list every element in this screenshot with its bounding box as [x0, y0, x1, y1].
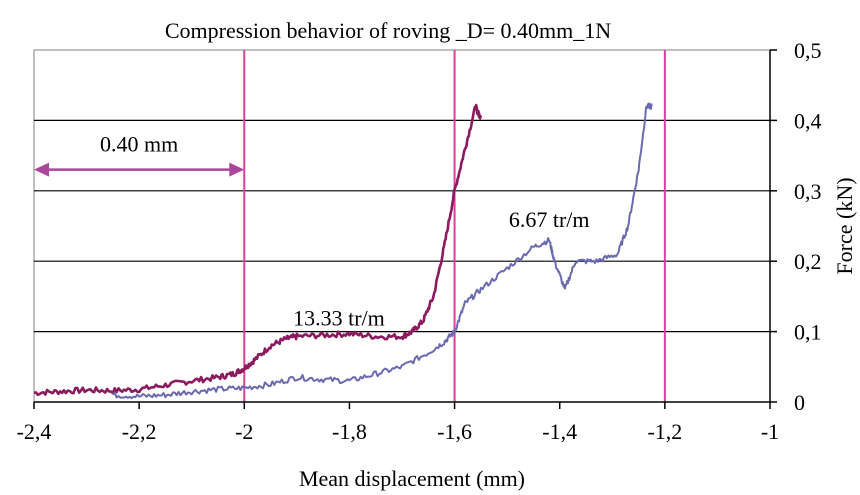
x-tick-label-4: -1,6	[437, 419, 472, 444]
annotation-13-33: 13.33 tr/m	[293, 306, 385, 331]
series-line-1	[112, 102, 653, 400]
x-axis-title: Mean displacement (mm)	[299, 466, 525, 491]
chart-title: Compression behavior of roving _D= 0.40m…	[165, 18, 611, 43]
series-layer	[33, 102, 653, 400]
annotations: 13.33 tr/m 6.67 tr/m 0.40 mm	[34, 132, 590, 331]
y-tick-label-0: 0	[794, 390, 805, 415]
x-tick-label-6: -1,2	[647, 419, 682, 444]
x-tick-label-7: -1	[761, 419, 779, 444]
x-tick-label-3: -1,8	[332, 419, 367, 444]
x-tick-label-1: -2,2	[122, 419, 157, 444]
series-line-0	[33, 103, 483, 397]
x-tick-label-0: -2,4	[17, 419, 52, 444]
y-tick-label-4: 0,4	[794, 108, 822, 133]
gridlines	[34, 119, 770, 333]
x-tick-label-5: -1,4	[542, 419, 577, 444]
tick-labels: -2,4 -2,2 -2 -1,8 -1,6 -1,4 -1,2 -1 0 0,1 0,2 0,3 0,…	[17, 38, 822, 444]
span-arrow-right-head	[229, 162, 245, 177]
y-tick-label-2: 0,2	[794, 249, 822, 274]
axes	[33, 49, 777, 409]
y-tick-label-3: 0,3	[794, 179, 822, 204]
span-label: 0.40 mm	[100, 132, 178, 157]
x-tick-label-2: -2	[235, 419, 253, 444]
y-axis-title: Force (kN)	[832, 177, 857, 274]
y-tick-label-5: 0,5	[794, 38, 822, 63]
plot-area	[33, 49, 771, 403]
span-arrow-left-head	[34, 162, 49, 177]
y-tick-label-1: 0,1	[794, 320, 822, 345]
annotation-6-67: 6.67 tr/m	[509, 207, 590, 232]
vertical-markers	[243, 50, 666, 402]
